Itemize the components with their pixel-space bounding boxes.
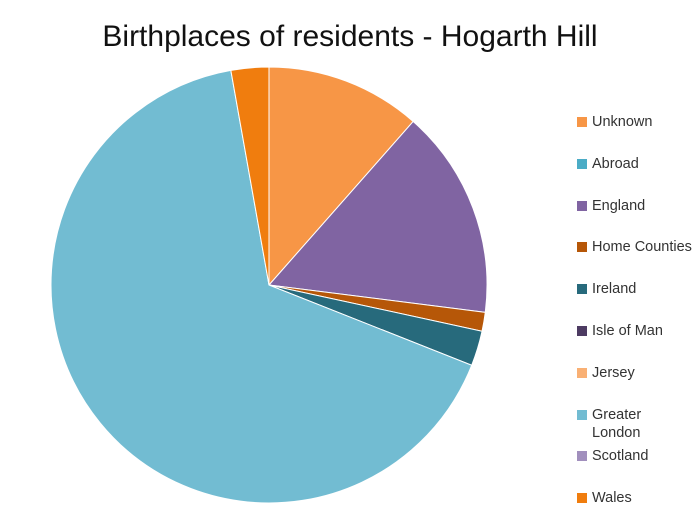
legend-swatch xyxy=(577,493,587,504)
legend-label: Greater London xyxy=(592,406,642,441)
legend-swatch xyxy=(577,242,587,253)
legend-item-abroad: Abroad xyxy=(577,155,700,197)
legend-label: Home Counties xyxy=(592,239,692,256)
pie-slice-england xyxy=(268,120,488,313)
legend-label: Scotland xyxy=(592,448,649,465)
legend-item-home-counties: Home Counties xyxy=(577,238,700,280)
legend-swatch xyxy=(577,117,587,127)
legend-swatch xyxy=(577,284,587,295)
pie-slice-unknown xyxy=(268,66,414,287)
legend-item-unknown: Unknown xyxy=(577,113,700,155)
legend: Unknown Abroad England Home Counties Ireland… xyxy=(577,113,700,531)
legend-swatch xyxy=(577,451,587,462)
legend-item-wales: Wales xyxy=(577,489,700,531)
pie-slices xyxy=(50,66,488,504)
legend-swatch xyxy=(577,158,587,169)
legend-swatch xyxy=(577,367,587,378)
legend-label: England xyxy=(592,197,646,214)
legend-swatch xyxy=(577,200,587,211)
chart-title: Birthplaces of residents - Hogarth Hill xyxy=(102,20,598,53)
legend-item-isle-of-man: Isle of Man xyxy=(577,322,700,364)
legend-label: Ireland xyxy=(592,281,637,298)
legend-item-ireland: Ireland xyxy=(577,280,700,322)
pie-slice-greater-london xyxy=(50,69,473,504)
legend-label: Jersey xyxy=(592,364,635,381)
legend-label: Abroad xyxy=(592,155,639,172)
legend-item-england: England xyxy=(577,197,700,239)
legend-label: Wales xyxy=(592,490,632,507)
legend-swatch xyxy=(577,409,587,420)
legend-item-greater-london: Greater London xyxy=(577,406,700,448)
legend-item-jersey: Jersey xyxy=(577,364,700,406)
legend-swatch xyxy=(577,325,587,336)
legend-label: Unknown xyxy=(592,114,653,130)
pie-slice-wales xyxy=(230,66,270,286)
legend-item-scotland: Scotland xyxy=(577,447,700,489)
legend-label: Isle of Man xyxy=(592,322,663,339)
